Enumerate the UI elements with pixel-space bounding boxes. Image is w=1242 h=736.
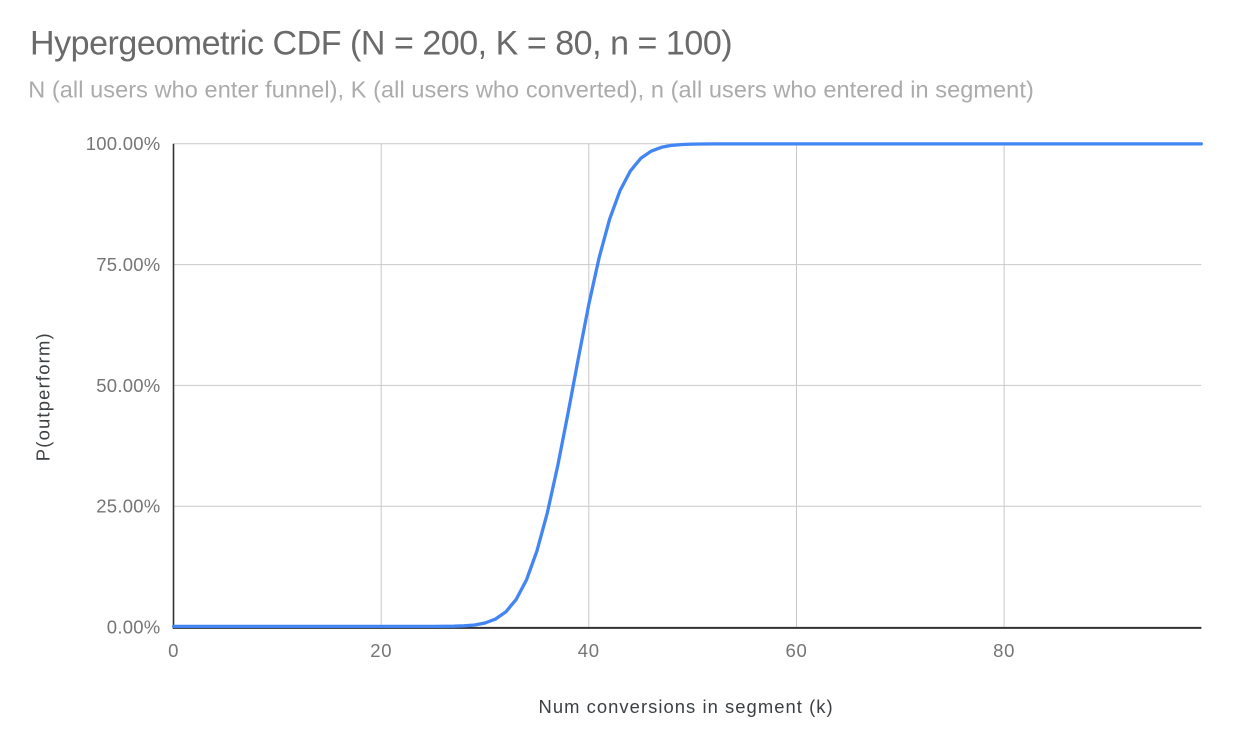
svg-text:0: 0 [168,640,179,661]
svg-text:25.00%: 25.00% [96,496,160,517]
svg-text:N (all users who enter funnel): N (all users who enter funnel), K (all u… [28,77,1034,103]
svg-text:100.00%: 100.00% [86,133,161,154]
svg-text:0.00%: 0.00% [107,616,161,637]
svg-text:20: 20 [370,640,392,661]
svg-text:Num conversions in segment (k): Num conversions in segment (k) [538,696,833,717]
svg-text:80: 80 [993,640,1015,661]
svg-text:40: 40 [578,640,600,661]
svg-text:P(outperform): P(outperform) [33,332,54,461]
svg-text:75.00%: 75.00% [96,254,160,275]
svg-text:Hypergeometric CDF (N = 200, K: Hypergeometric CDF (N = 200, K = 80, n =… [30,25,732,63]
svg-text:60: 60 [786,640,808,661]
svg-text:50.00%: 50.00% [96,375,160,396]
